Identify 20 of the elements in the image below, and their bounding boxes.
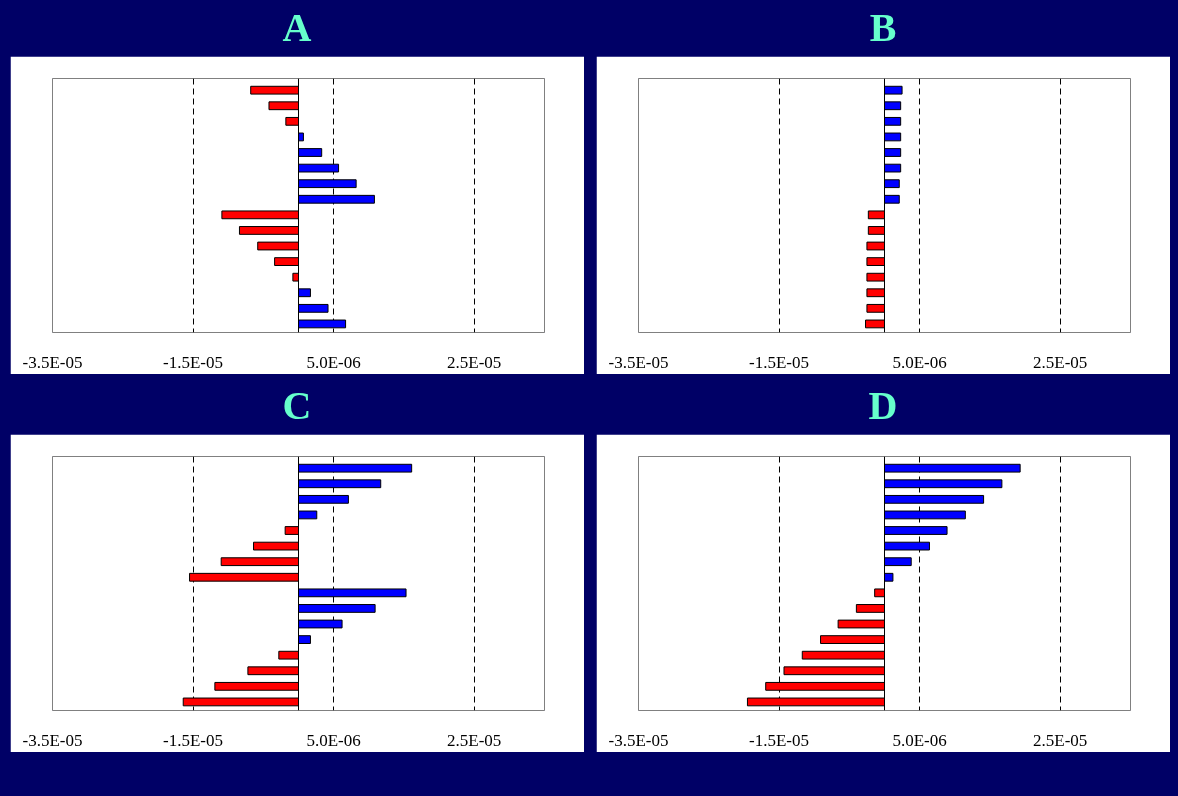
x-tick-label: 2.5E-05 <box>447 730 502 750</box>
x-tick-label: 5.0E-06 <box>306 352 361 372</box>
chart-title: C <box>282 382 312 430</box>
x-tick-label: 2.5E-05 <box>447 352 502 372</box>
x-tick-label: -1.5E-05 <box>163 352 224 372</box>
x-tick-label: -3.5E-05 <box>22 352 83 372</box>
x-tick-label: -3.5E-05 <box>608 730 669 750</box>
chart-title: A <box>282 4 312 52</box>
x-tick-label: -1.5E-05 <box>163 730 224 750</box>
x-tick-label: -3.5E-05 <box>22 730 83 750</box>
x-tick-label: 2.5E-05 <box>1033 352 1088 372</box>
x-tick-label: -1.5E-05 <box>749 730 810 750</box>
x-tick-label: 5.0E-06 <box>306 730 361 750</box>
chart-title: B <box>869 4 897 52</box>
chart-title: D <box>868 382 898 430</box>
x-tick-label: -1.5E-05 <box>749 352 810 372</box>
x-tick-label: 5.0E-06 <box>892 352 947 372</box>
x-tick-label: 2.5E-05 <box>1033 730 1088 750</box>
x-tick-label: -3.5E-05 <box>608 352 669 372</box>
x-tick-label: 5.0E-06 <box>892 730 947 750</box>
